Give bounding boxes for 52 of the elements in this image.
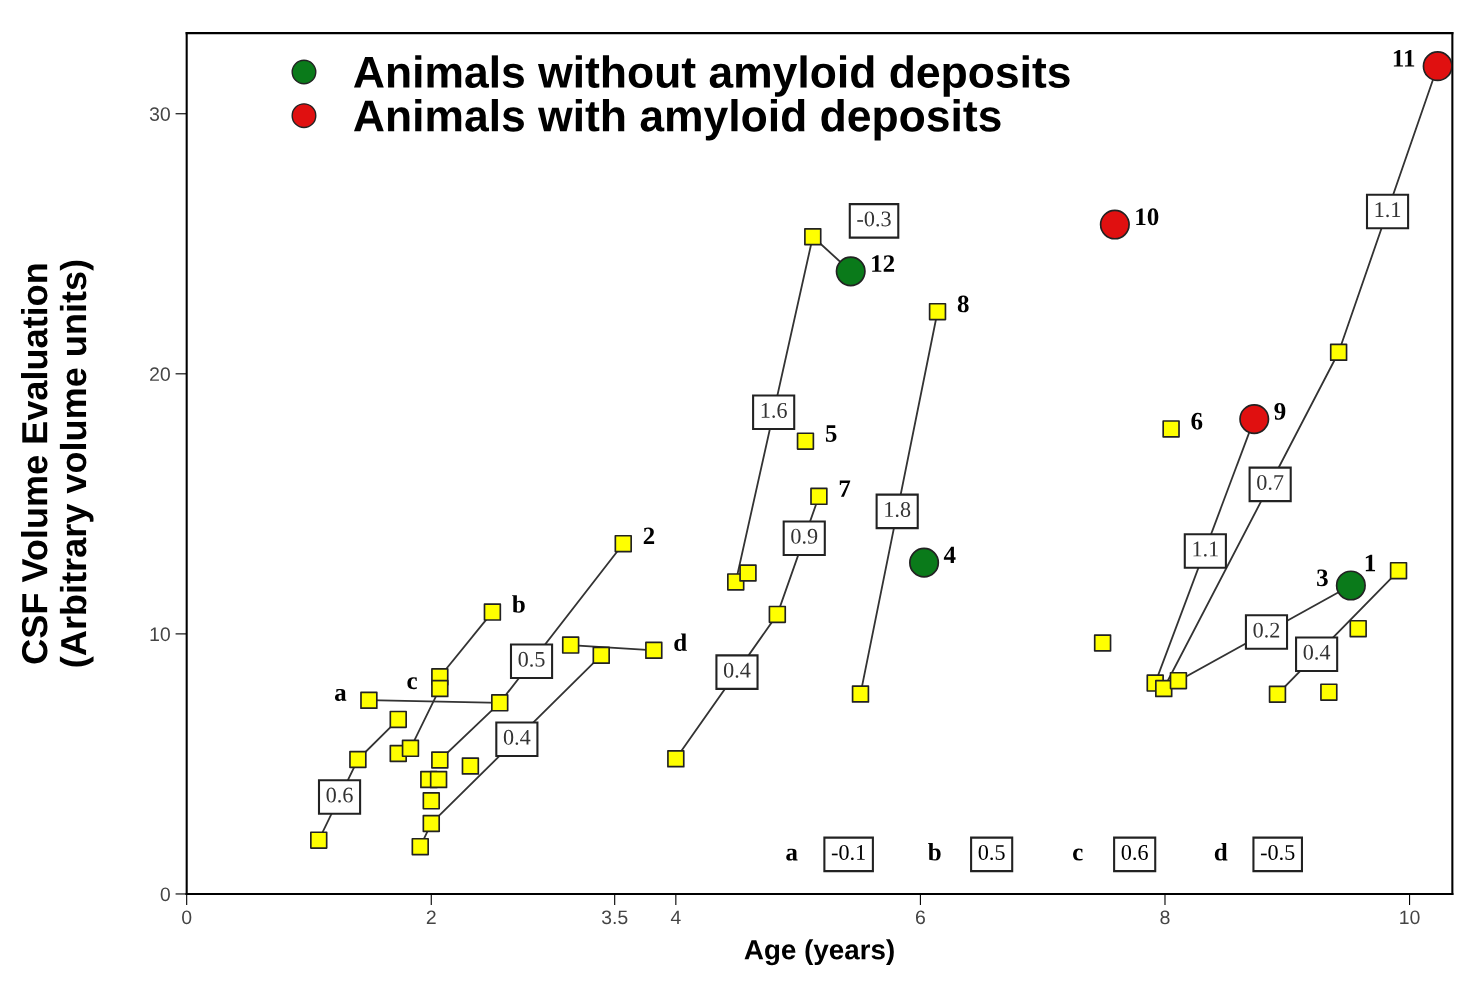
annotation: 0.5	[518, 651, 545, 667]
x-tick-label: 0	[182, 910, 192, 925]
annotation: c	[1073, 848, 1083, 861]
y-tick-label: 10	[150, 627, 170, 642]
x-tick-label: 2	[426, 910, 436, 925]
annotation: 7	[839, 480, 851, 497]
annotation: 11	[1393, 50, 1415, 67]
annotation: 0.7	[1257, 474, 1284, 491]
annotation: -0.3	[857, 211, 891, 227]
annotation: c	[407, 677, 417, 690]
x-tick-label: 10	[1400, 910, 1420, 925]
annotation: 1	[1365, 554, 1376, 572]
x-tick-label: 4	[670, 910, 681, 925]
annotation: 3	[1317, 569, 1328, 587]
y-tick-label: 0	[160, 887, 170, 902]
annotation: d	[674, 633, 687, 651]
y-tick-label: 30	[149, 107, 170, 121]
annotation: 6	[1191, 412, 1203, 430]
annotation: 0.5	[978, 844, 1005, 861]
annotation: 5	[825, 425, 837, 442]
x-tick-label: 6	[915, 910, 925, 925]
annotation: 0.4	[723, 662, 751, 678]
annotation: 0.6	[326, 787, 353, 803]
annotation: 4	[943, 546, 956, 564]
annotation: 8	[957, 295, 969, 313]
annotation: 2	[643, 527, 655, 545]
annotation: 0.4	[503, 729, 531, 745]
x-tick-label: 8	[1160, 910, 1170, 925]
annotation: 1.6	[761, 402, 787, 418]
legend-label: Animals without amyloid deposits	[353, 55, 1070, 97]
annotation: 1.1	[1193, 541, 1218, 557]
annotation: a	[334, 688, 347, 701]
annotation: a	[786, 848, 798, 861]
x-axis-title: Age (years)	[744, 939, 894, 966]
annotation: 0.4	[1303, 644, 1331, 660]
annotation: 1.1	[1375, 202, 1401, 218]
y-axis-title: CSF Volume Evaluation (Arbitrary volume units)	[20, 260, 94, 667]
annotation: 12	[872, 255, 895, 272]
annotation: b	[928, 843, 941, 861]
x-tick-label: 3.5	[601, 910, 628, 925]
annotation: -0.5	[1260, 844, 1295, 861]
annotation: 10	[1136, 208, 1159, 226]
y-tick-label: 20	[150, 367, 170, 382]
annotation: 0.6	[1121, 844, 1148, 861]
annotation: 0.2	[1253, 622, 1280, 638]
annotation: 0.9	[791, 528, 818, 544]
annotation: 9	[1274, 402, 1286, 420]
annotation: d	[1214, 843, 1228, 861]
annotation: b	[512, 595, 525, 613]
annotation: 1.8	[885, 501, 911, 518]
legend-label: Animals with amyloid deposits	[353, 99, 1001, 141]
annotation: -0.1	[831, 844, 865, 861]
